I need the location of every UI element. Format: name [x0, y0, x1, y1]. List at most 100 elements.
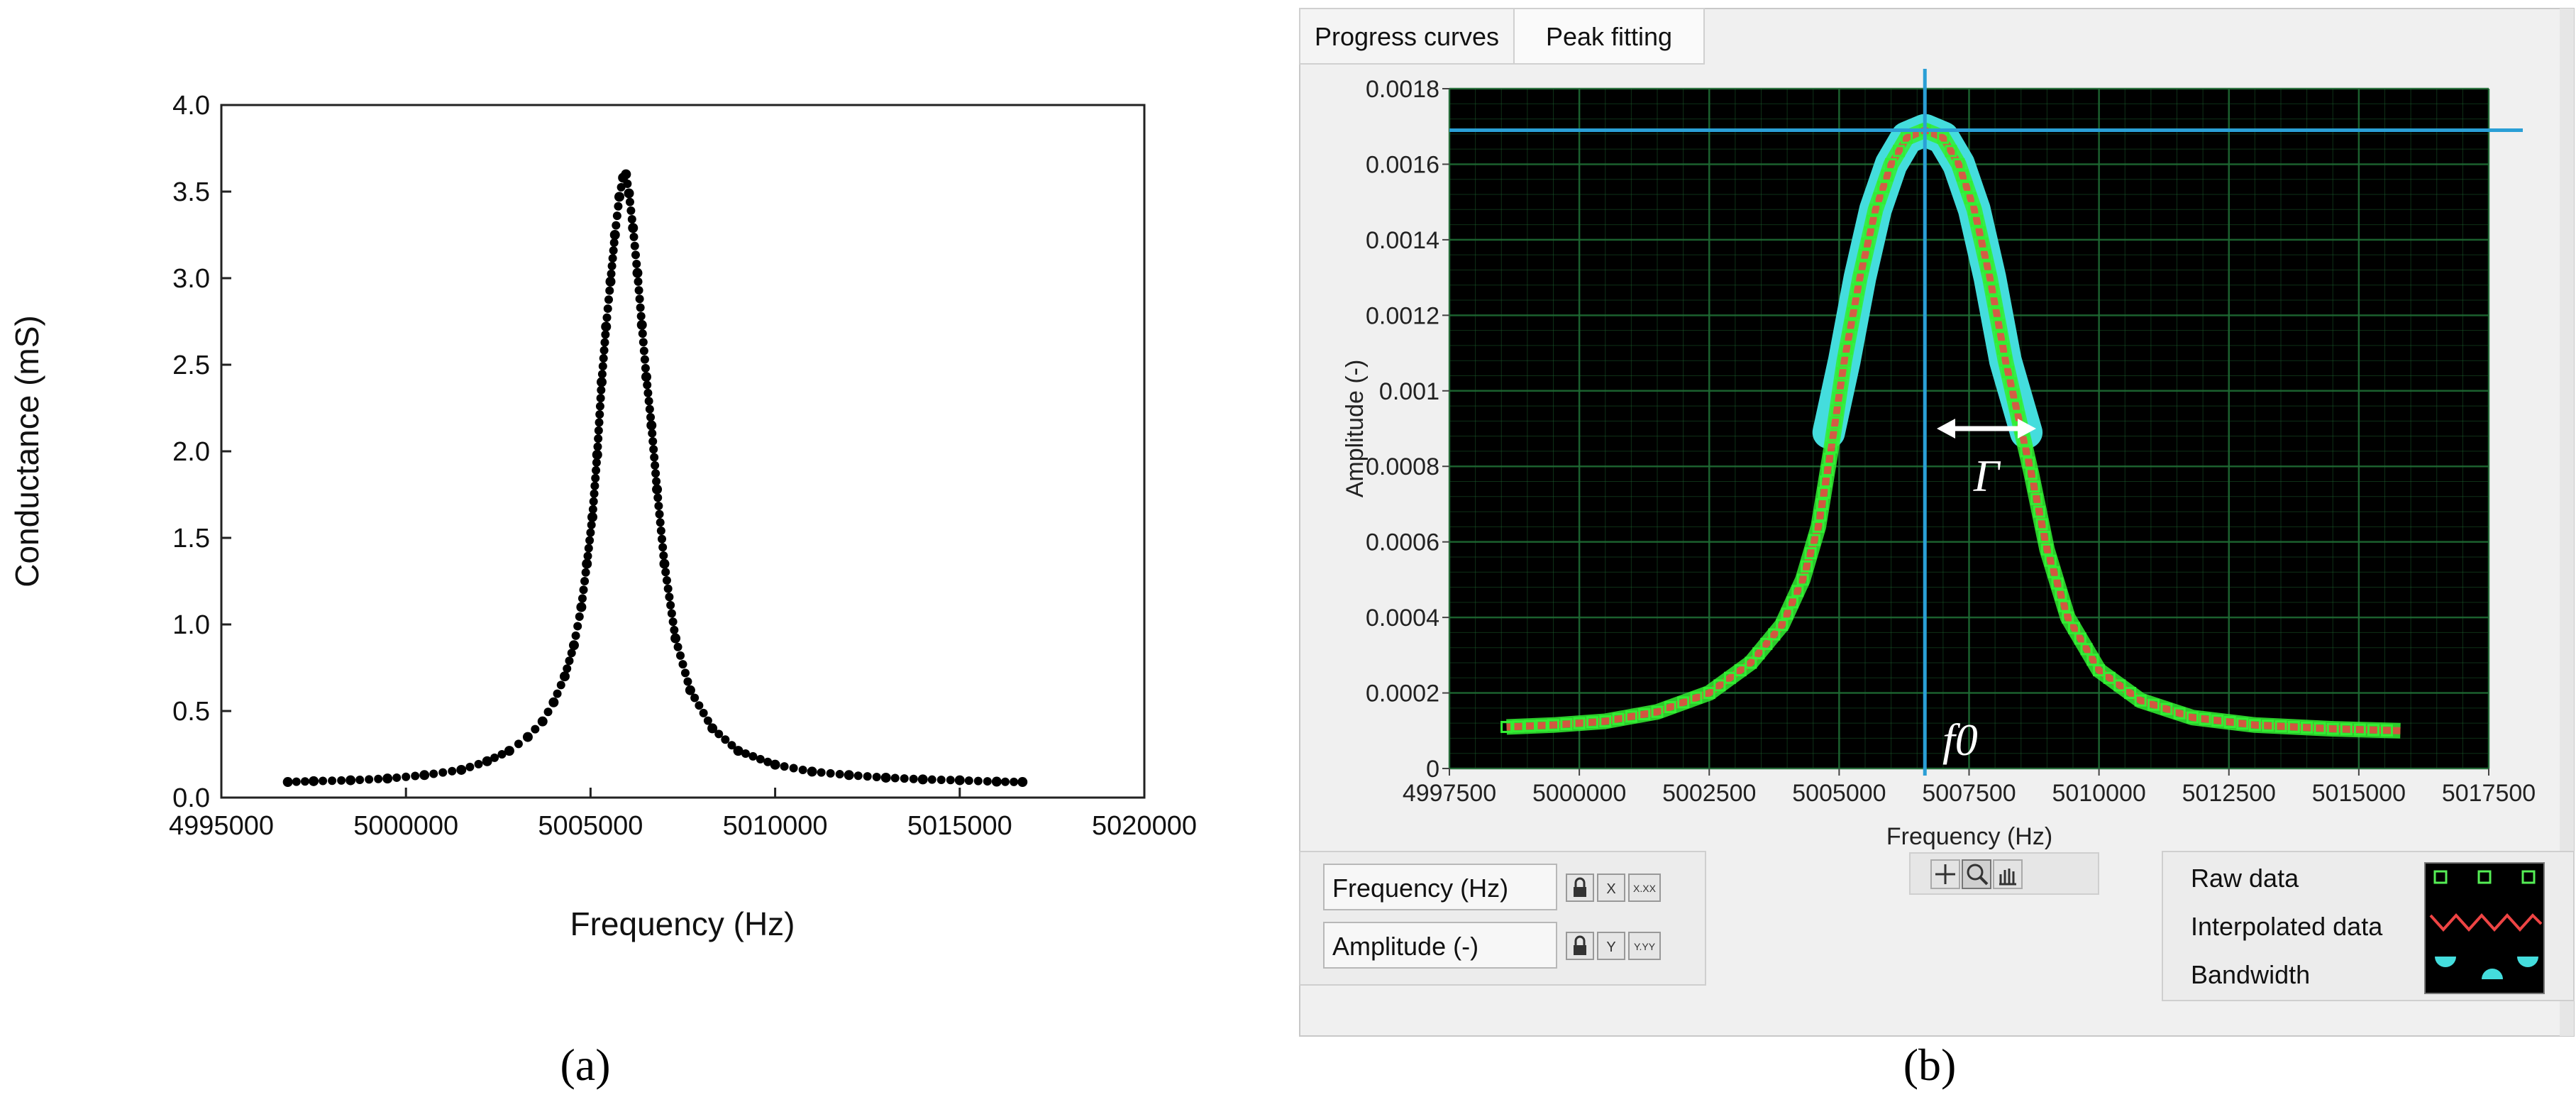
chart-a-point — [630, 241, 639, 250]
chart-a-point — [634, 286, 643, 295]
chart-a-point — [844, 770, 854, 781]
chart-a-point — [609, 246, 618, 255]
chart-a-x-axis-label: Frequency (Hz) — [570, 905, 795, 942]
chart-a-point — [590, 481, 599, 490]
chart-b-cursor[interactable] — [1449, 69, 2523, 776]
chart-a-point — [964, 776, 973, 786]
chart-a-point — [648, 429, 657, 438]
chart-a-point — [607, 261, 617, 270]
panel-a-conductance-chart: 4995000 5000000 5005000 5010000 5015000 50200… — [9, 91, 1197, 942]
svg-text:Y: Y — [1606, 940, 1615, 955]
chart-b-raw-point — [1956, 169, 1969, 182]
chart-b-raw-point — [1690, 691, 1703, 704]
chart-a-point — [727, 741, 736, 750]
x-scale-name: Frequency (Hz) — [1332, 874, 1508, 903]
chart-a-point — [612, 211, 621, 221]
chart-a-point — [438, 768, 448, 777]
chart-a-point — [585, 536, 595, 545]
chart-a-point — [586, 528, 595, 537]
chart-b-raw-point — [1893, 145, 1906, 158]
chart-a-point — [419, 770, 430, 781]
chart-b-raw-point — [1677, 696, 1690, 709]
tab-progress-curves[interactable]: Progress curves — [1299, 8, 1515, 65]
chart-a-point — [567, 649, 576, 658]
chart-a-point — [991, 776, 1002, 787]
chart-b-raw-point — [2380, 724, 2393, 737]
chart-b-raw-point — [2262, 720, 2274, 732]
lock-icon[interactable] — [1566, 874, 1594, 902]
chart-b-raw-point — [1745, 656, 1757, 669]
chart-a-point — [601, 330, 610, 339]
chart-b-raw-point — [1981, 260, 1994, 272]
chart-b-raw-point — [2124, 687, 2137, 700]
chart-a-y-axis-label: Conductance (mS) — [9, 315, 45, 588]
chart-b-raw-point — [1976, 237, 1989, 250]
chart-a-point — [826, 768, 835, 778]
chart-b-raw-point — [2044, 554, 2057, 567]
chart-b-raw-point — [2051, 577, 2064, 590]
chart-b-raw-point — [1827, 429, 1840, 441]
chart-b-y-tick-label: 0.0014 — [1366, 227, 1439, 254]
chart-b-x-tick-label: 5002500 — [1662, 780, 1756, 807]
graph-palette — [1909, 852, 2099, 895]
chart-b-raw-point — [1877, 180, 1890, 193]
crosshair-icon[interactable] — [1930, 859, 1960, 889]
chart-a-point — [973, 776, 983, 786]
chart-a-point — [946, 776, 955, 785]
chart-a-y-tick-label: 2.5 — [172, 351, 210, 380]
chart-b-raw-point — [2223, 716, 2236, 729]
chart-a-y-tick-label: 3.5 — [172, 177, 210, 207]
chart-a-point — [497, 750, 507, 759]
tab-peak-fitting-label: Peak fitting — [1546, 22, 1672, 51]
scale-legend-panel: Frequency (Hz) X X.XX Amplitude (-) — [1299, 851, 1706, 986]
chart-a-point — [656, 526, 665, 535]
x-format-button[interactable]: X.XX — [1628, 874, 1661, 902]
legend-swatch-box[interactable] — [2424, 862, 2545, 994]
chart-a-point — [668, 617, 678, 627]
chart-b-raw-point — [1830, 404, 1843, 417]
chart-a-point — [514, 739, 523, 749]
chart-b-raw-point — [1992, 319, 2005, 331]
chart-a-point — [695, 701, 704, 710]
chart-b-raw-point — [1786, 596, 1798, 609]
chart-a-x-tick-label: 5010000 — [723, 811, 828, 841]
chart-b-raw-point — [1625, 710, 1637, 723]
chart-a-point — [853, 771, 863, 781]
chart-a-point — [568, 640, 579, 651]
chart-b-raw-point — [1808, 534, 1821, 546]
chart-a-point — [703, 716, 712, 725]
chart-a-point — [638, 329, 647, 338]
y-format-label: Y.YY — [1634, 941, 1656, 952]
y-format-button[interactable]: Y.YY — [1628, 932, 1661, 960]
chart-a-y-tick-label: 4.0 — [172, 91, 210, 121]
chart-a-point — [770, 759, 780, 770]
chart-a-point — [594, 434, 603, 443]
chart-b-raw-point — [1825, 441, 1837, 454]
chart-b-raw-point — [2055, 588, 2067, 601]
tab-peak-fitting[interactable]: Peak fitting — [1513, 8, 1705, 65]
lock-icon[interactable] — [1566, 932, 1594, 960]
chart-a-point — [559, 671, 570, 682]
chart-b-raw-point — [1952, 158, 1965, 170]
chart-a-point — [589, 497, 598, 506]
x-scale-name-field[interactable] — [1323, 864, 1557, 910]
pan-hand-icon[interactable] — [1993, 859, 2023, 889]
chart-a-point — [588, 505, 597, 514]
chart-b-x-tick-label: 5015000 — [2312, 780, 2406, 807]
chart-a-point — [632, 268, 643, 278]
chart-b-raw-point — [2074, 632, 2086, 645]
chart-a-point — [402, 772, 411, 781]
x-autoscale-button[interactable]: X — [1597, 874, 1625, 902]
chart-a-point — [659, 558, 670, 569]
chart-b-raw-point — [1724, 671, 1737, 684]
chart-a-point — [673, 642, 682, 651]
chart-a-point — [591, 473, 600, 483]
chart-a-point — [563, 664, 572, 673]
zoom-icon[interactable] — [1962, 859, 1991, 889]
y-autoscale-button[interactable]: Y — [1597, 932, 1625, 960]
chart-a-point — [337, 776, 346, 785]
chart-b-x-tick-label: 5007500 — [1922, 780, 2016, 807]
y-scale-name-field[interactable] — [1323, 922, 1557, 969]
chart-a-point — [741, 749, 750, 759]
chart-a-point — [649, 445, 658, 454]
